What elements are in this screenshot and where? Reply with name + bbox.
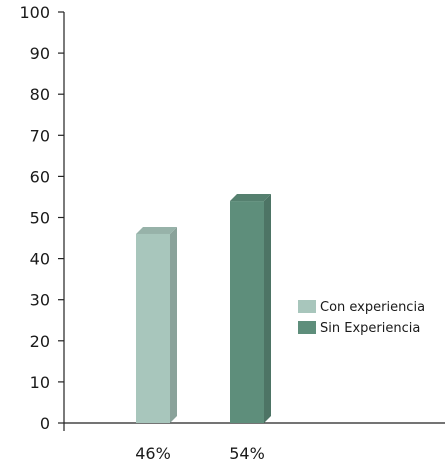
legend-label: Sin Experiencia [320, 321, 420, 336]
category-label: 46% [135, 444, 171, 463]
y-axis-ticks: 0 10 20 30 40 50 60 70 80 90 100 [19, 3, 64, 433]
bar-top-face [230, 194, 271, 202]
y-tick-label: 10 [30, 373, 50, 392]
legend-swatch [298, 321, 316, 334]
y-tick-label: 100 [19, 3, 50, 22]
legend-swatch [298, 300, 316, 313]
bar-front-face [136, 233, 170, 423]
category-label: 54% [229, 444, 265, 463]
y-tick-label: 90 [30, 44, 50, 63]
bar-sin-experiencia [230, 194, 271, 423]
y-tick-label: 80 [30, 85, 50, 104]
category-labels: 46% 54% [135, 444, 265, 463]
legend-item: Con experiencia [298, 300, 425, 315]
legend: Con experiencia Sin Experiencia [298, 300, 425, 336]
bar-con-experiencia [136, 226, 177, 423]
y-tick-label: 30 [30, 291, 50, 310]
bar-front-face [230, 201, 264, 423]
bar-side-face [170, 226, 177, 423]
y-tick-label: 50 [30, 209, 50, 228]
legend-label: Con experiencia [320, 300, 425, 315]
bar-top-face [136, 226, 177, 234]
y-tick-label: 20 [30, 332, 50, 351]
y-tick-label: 60 [30, 167, 50, 186]
legend-item: Sin Experiencia [298, 321, 420, 336]
y-tick-label: 70 [30, 126, 50, 145]
y-tick-label: 0 [40, 414, 50, 433]
y-tick-label: 40 [30, 250, 50, 269]
bars [136, 194, 271, 423]
bar-side-face [264, 194, 271, 423]
